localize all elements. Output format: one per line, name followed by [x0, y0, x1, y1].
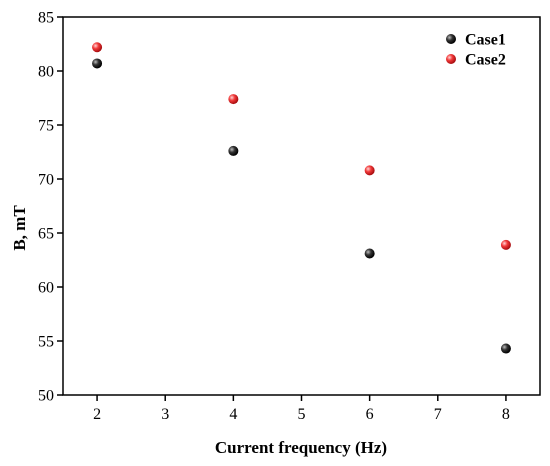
legend-label-case2: Case2 [465, 52, 506, 69]
data-point-case2 [228, 94, 239, 105]
legend-marker-case2 [446, 54, 456, 64]
data-point-case1 [228, 145, 239, 156]
y-tick-label: 70 [38, 172, 54, 189]
data-point-case1 [364, 248, 375, 259]
legend: Case1 Case2 [446, 32, 506, 69]
plot-frame [62, 16, 541, 396]
x-tick-label: 3 [161, 406, 169, 423]
legend-marker-case1 [446, 34, 456, 44]
y-tick-label: 65 [38, 226, 54, 243]
x-tick-label: 7 [434, 406, 442, 423]
x-axis-title: Current frequency (Hz) [215, 438, 387, 457]
x-tick-label: 8 [502, 406, 510, 423]
data-points [92, 42, 511, 354]
data-point-case2 [500, 239, 511, 250]
axes: 2 3 4 5 6 7 8 50 55 60 65 70 75 80 85 [38, 10, 541, 423]
x-tick-label: 5 [298, 406, 306, 423]
legend-label-case1: Case1 [465, 32, 506, 49]
x-tick-label: 2 [93, 406, 101, 423]
data-point-case2 [92, 42, 103, 53]
y-tick-label: 75 [38, 118, 54, 135]
y-tick-label: 50 [38, 388, 54, 405]
data-point-case1 [92, 58, 103, 69]
data-point-case2 [364, 165, 375, 176]
x-tick-label: 6 [366, 406, 374, 423]
y-axis-title: B, mT [10, 205, 29, 251]
x-tick-label: 4 [229, 406, 237, 423]
data-point-case1 [500, 343, 511, 354]
y-tick-label: 80 [38, 64, 54, 81]
y-tick-label: 85 [38, 10, 54, 27]
y-tick-label: 60 [38, 280, 54, 297]
y-tick-label: 55 [38, 334, 54, 351]
